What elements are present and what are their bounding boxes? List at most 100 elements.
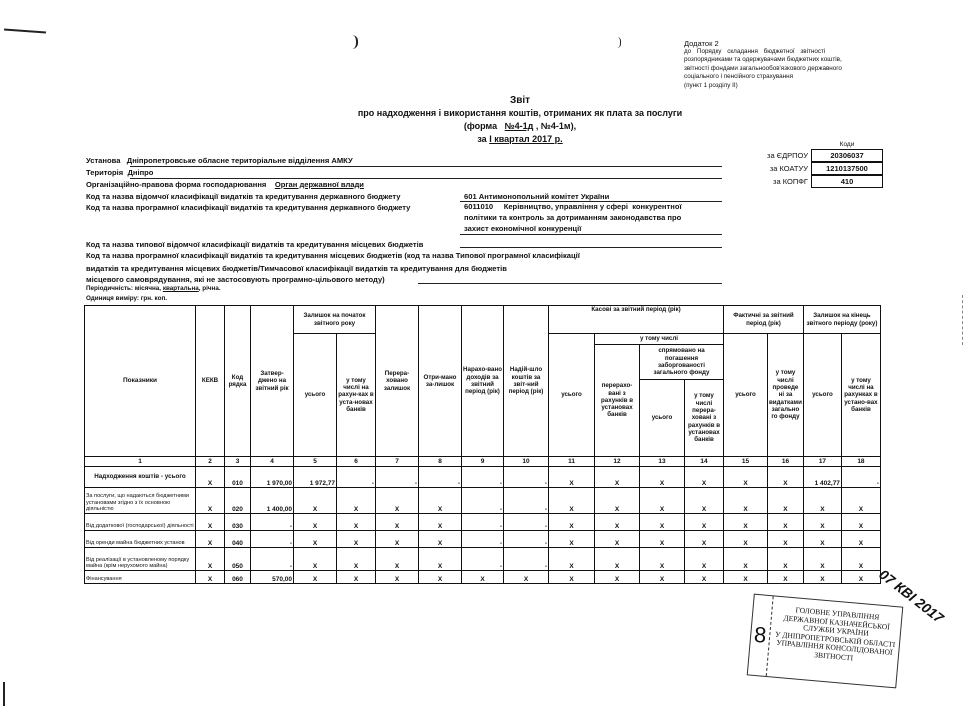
table-cell: 040 xyxy=(224,530,251,548)
table-cell: X xyxy=(594,466,640,488)
row-label: Від оренди майна бюджетних установ xyxy=(84,530,196,548)
table-cell: X xyxy=(336,513,376,531)
institution-field: Установа Дніпропетровське обласне терито… xyxy=(86,156,353,165)
periodicity-selected: квартальна xyxy=(162,285,199,292)
column-number: 6 xyxy=(336,456,376,467)
treasury-stamp: 8 ГОЛОВНЕ УПРАВЛІННЯ ДЕРЖАВНОЇ КАЗНАЧЕЙС… xyxy=(746,593,904,689)
table-row: Від додаткової (господарської) діяльност… xyxy=(84,513,881,531)
period-value: І квартал 2017 р. xyxy=(489,134,563,144)
appendix-line: до Порядку складання бюджетної звітності xyxy=(684,48,826,55)
table-cell: X xyxy=(767,513,804,531)
institution-value: Дніпропетровське обласне територіальне в… xyxy=(126,156,353,165)
table-cell: - xyxy=(503,530,549,548)
table-cell: X xyxy=(639,547,685,571)
header-income: Надій-шло коштів за звіт-ний період (рік… xyxy=(503,305,549,457)
table-cell: X xyxy=(840,487,881,514)
report-form: (форма №4-1д , №4-1м), xyxy=(250,121,790,131)
table-cell: X xyxy=(548,513,595,531)
table-cell: X xyxy=(293,487,337,514)
org-form-value: Орган державної влади xyxy=(274,180,364,189)
dept-class-value: 601 Антимонопольний комітет України xyxy=(464,192,610,201)
table-cell: 030 xyxy=(224,513,251,531)
periodicity-rest: , річна. xyxy=(198,285,221,292)
table-row: Від реалізації в установленому порядку м… xyxy=(84,547,881,571)
appendix-title: Додаток 2 xyxy=(684,39,719,48)
header-debt-transferred: у тому числі перера-ховані з рахунків в … xyxy=(684,379,724,457)
prog-class-line: 6011010 Керівництво, управління у сфері … xyxy=(464,202,682,211)
header-transferred: Перера-ховано залишок xyxy=(375,305,419,457)
column-number: 15 xyxy=(723,456,768,467)
code-label: за КОПФГ xyxy=(773,177,808,186)
table-cell: X xyxy=(594,530,640,548)
table-cell: X xyxy=(684,466,724,488)
table-cell: X xyxy=(293,530,337,548)
table-cell: 1 970,00 xyxy=(250,466,294,488)
code-label: за КОАТУУ xyxy=(769,164,808,173)
report-period: за І квартал 2017 р. xyxy=(250,134,790,144)
column-number: 4 xyxy=(250,456,294,467)
table-cell: - xyxy=(461,530,504,548)
table-cell: X xyxy=(418,547,462,571)
column-number: 16 xyxy=(767,456,804,467)
table-cell: X xyxy=(336,487,376,514)
local-prog-label: видатків та кредитування місцевих бюджет… xyxy=(86,264,507,273)
column-number: 1 xyxy=(84,456,196,467)
scan-mark xyxy=(3,682,5,706)
table-cell: X xyxy=(767,530,804,548)
table-cell: X xyxy=(195,530,225,548)
unit-label: Одиниця виміру: грн. коп. xyxy=(86,295,167,302)
table-cell: X xyxy=(684,513,724,531)
table-cell: X xyxy=(336,570,376,584)
table-cell: 1 972,77 xyxy=(293,466,337,488)
table-cell: - xyxy=(840,466,881,488)
header-row-code: Код рядка xyxy=(224,305,251,457)
table-cell: X xyxy=(802,487,842,514)
table-cell: - xyxy=(375,466,419,488)
table-cell: X xyxy=(594,570,640,584)
table-cell: X xyxy=(548,487,595,514)
territory-value: Дніпро xyxy=(127,168,154,177)
local-prog-label: місцевого самоврядування, які не застосо… xyxy=(86,275,385,284)
scan-mark xyxy=(3,28,47,34)
column-number: 8 xyxy=(418,456,462,467)
table-row: Від оренди майна бюджетних установ X 040- X… xyxy=(84,530,881,548)
column-number: 17 xyxy=(802,456,842,467)
codes-block: Коди за ЄДРПОУ 20306037 за КОАТУУ 121013… xyxy=(736,141,886,201)
table-cell: X xyxy=(293,513,337,531)
table-cell: - xyxy=(250,513,294,531)
column-number: 10 xyxy=(503,456,549,467)
table-cell: X xyxy=(840,570,881,584)
table-cell: - xyxy=(461,466,504,488)
table-cell: - xyxy=(503,466,549,488)
table-cell: X xyxy=(767,570,804,584)
table-cell: X xyxy=(639,466,685,488)
code-edrpou: 20306037 xyxy=(811,149,883,162)
table-cell: X xyxy=(723,466,768,488)
header-cash: Касові за звітний період (рік) xyxy=(548,305,724,334)
header-indicators: Показники xyxy=(84,305,196,457)
table-cell: - xyxy=(461,487,504,514)
header-balance-start-banks: у тому числі на рахун-ках в уста-новах б… xyxy=(336,333,376,457)
column-number: 2 xyxy=(195,456,225,467)
header-approved: Затвер-дженo на звітний рік xyxy=(250,305,294,457)
table-cell: 050 xyxy=(224,547,251,571)
header-debt-total: усього xyxy=(639,379,685,457)
table-cell: - xyxy=(461,547,504,571)
appendix-note: Додаток 2 до Порядку складання бюджетної… xyxy=(684,39,874,90)
table-cell: X xyxy=(418,530,462,548)
table-cell: X xyxy=(723,570,768,584)
row-label: Надходження коштів - усього xyxy=(84,466,196,488)
table-cell: X xyxy=(840,547,881,571)
table-cell: X xyxy=(548,530,595,548)
table-cell: X xyxy=(375,513,419,531)
table-cell: X xyxy=(418,513,462,531)
table-cell: X xyxy=(375,530,419,548)
table-cell: X xyxy=(548,466,595,488)
org-form-label: Організаційно-правова форма господарюван… xyxy=(86,180,267,189)
stamp-text: ГОЛОВНЕ УПРАВЛІННЯ ДЕРЖАВНОЇ КАЗНАЧЕЙСЬК… xyxy=(772,605,900,667)
table-cell: - xyxy=(250,530,294,548)
institution-label: Установа xyxy=(86,156,121,165)
table-cell: 570,00 xyxy=(250,570,294,584)
table-cell: X xyxy=(639,530,685,548)
table-cell: X xyxy=(195,547,225,571)
